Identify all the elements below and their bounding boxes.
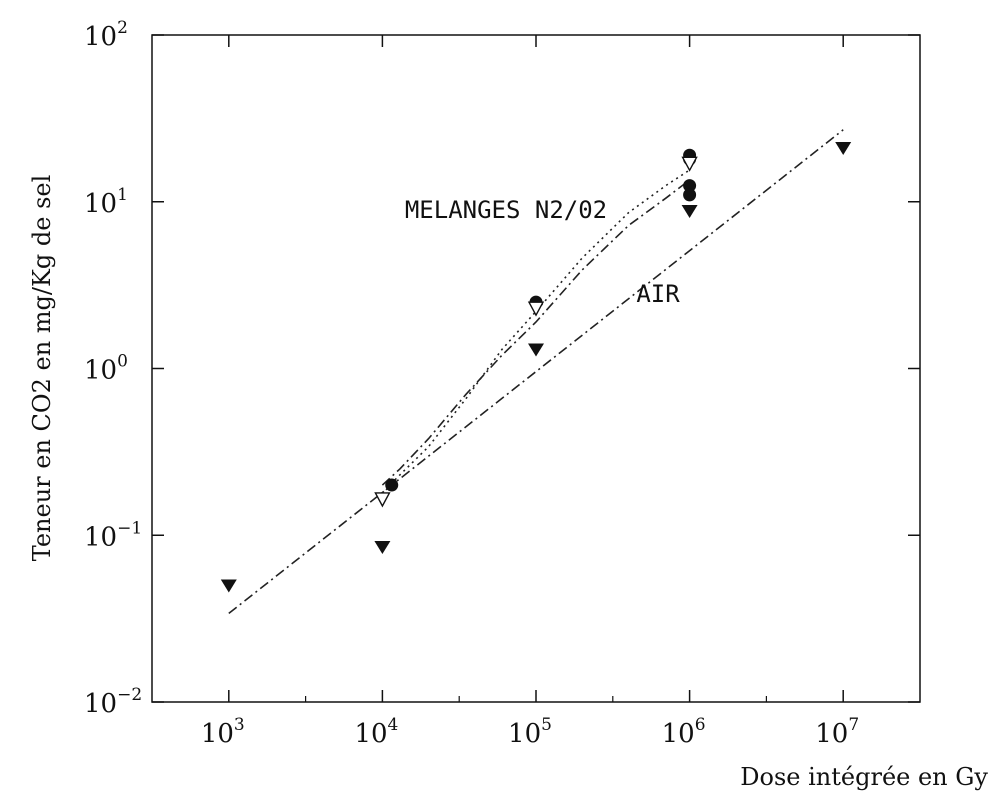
y-tick-label: 101 [84,185,128,219]
point-filled-circle [683,179,697,193]
axis-ticks [152,34,920,703]
annotation-melanges: MELANGES N2/02 [405,196,607,224]
point-filled-triangle [374,541,391,555]
x-axis-label: Dose intégrée en Gy [740,763,988,791]
data-points [220,142,852,593]
x-tick-label: 105 [508,715,552,749]
annotations: MELANGES N2/02 AIR [405,196,680,308]
point-open-triangle [681,156,698,172]
y-tick-label: 100 [84,352,128,386]
point-filled-triangle [835,142,852,156]
tick-labels: 103 104 105 106 107 10−2 10−1 100 101 102 [84,18,859,749]
y-tick-label: 10−2 [84,685,142,719]
plot-frame [151,34,921,703]
point-open-triangle [527,301,545,317]
fit-line-3 [381,169,691,494]
x-tick-label: 107 [815,715,859,749]
point-filled-triangle [528,343,544,357]
x-tick-label: 106 [662,715,706,749]
y-axis-label: Teneur en CO2 en mg/Kg de sel [28,175,56,562]
point-filled-circle [683,188,697,202]
y-tick-label: 10−1 [84,518,142,552]
x-tick-label: 103 [201,715,245,749]
y-tick-label: 102 [84,18,128,52]
point-filled-triangle [220,579,237,593]
point-filled-triangle [681,205,698,219]
point-open-triangle [374,492,391,508]
point-filled-circle [385,478,399,492]
fit-lines [228,129,844,615]
x-tick-label: 104 [354,715,398,749]
fit-line-2 [381,179,691,486]
annotation-air: AIR [636,280,680,308]
